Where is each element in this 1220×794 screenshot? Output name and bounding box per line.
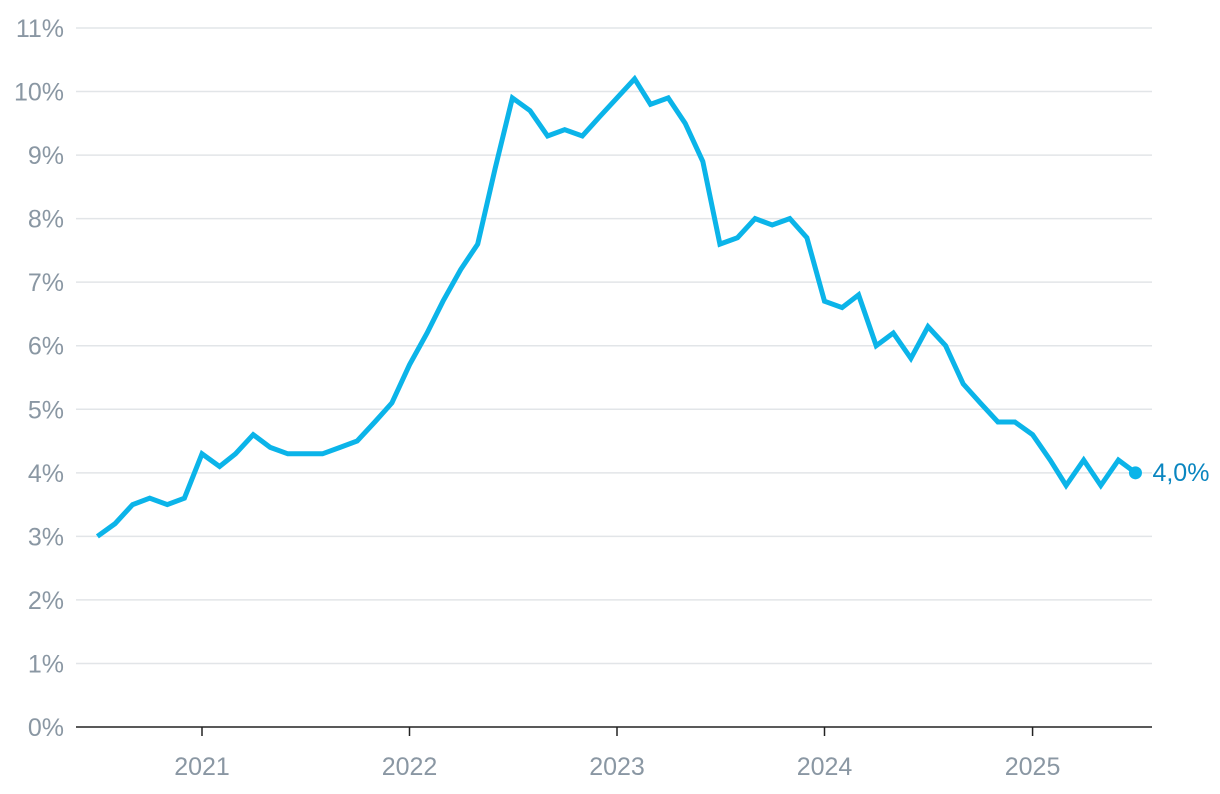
y-tick-label: 5% [28, 396, 64, 424]
y-tick-label: 10% [14, 79, 64, 107]
y-tick-label: 7% [28, 269, 64, 297]
y-axis-labels: 0% 1% 2% 3% 4% 5% 6% 7% 8% 9% 10% 11% [14, 15, 64, 742]
x-tick-label: 2022 [382, 753, 438, 781]
x-tick-label: 2021 [174, 753, 230, 781]
series-line-0 [95, 74, 1137, 539]
y-tick-label: 9% [28, 142, 64, 170]
y-tick-label: 4% [28, 460, 64, 488]
end-value-label: 4,0% [1152, 459, 1209, 487]
series-group [95, 74, 1137, 539]
y-tick-label: 2% [28, 587, 64, 615]
annotations: 4,0% [1128, 459, 1209, 487]
gridlines [76, 27, 1152, 665]
x-tick-label: 2024 [797, 753, 853, 781]
y-tick-label: 11% [16, 15, 64, 43]
y-tick-label: 0% [28, 714, 64, 742]
x-tick-label: 2023 [589, 753, 645, 781]
x-axis: 2021 2022 2023 2024 2025 [76, 726, 1152, 781]
end-point-marker [1128, 466, 1142, 480]
y-tick-label: 3% [28, 523, 64, 551]
y-tick-label: 1% [28, 650, 64, 678]
y-tick-label: 6% [28, 333, 64, 361]
y-tick-label: 8% [28, 206, 64, 234]
x-tick-label: 2025 [1005, 753, 1061, 781]
